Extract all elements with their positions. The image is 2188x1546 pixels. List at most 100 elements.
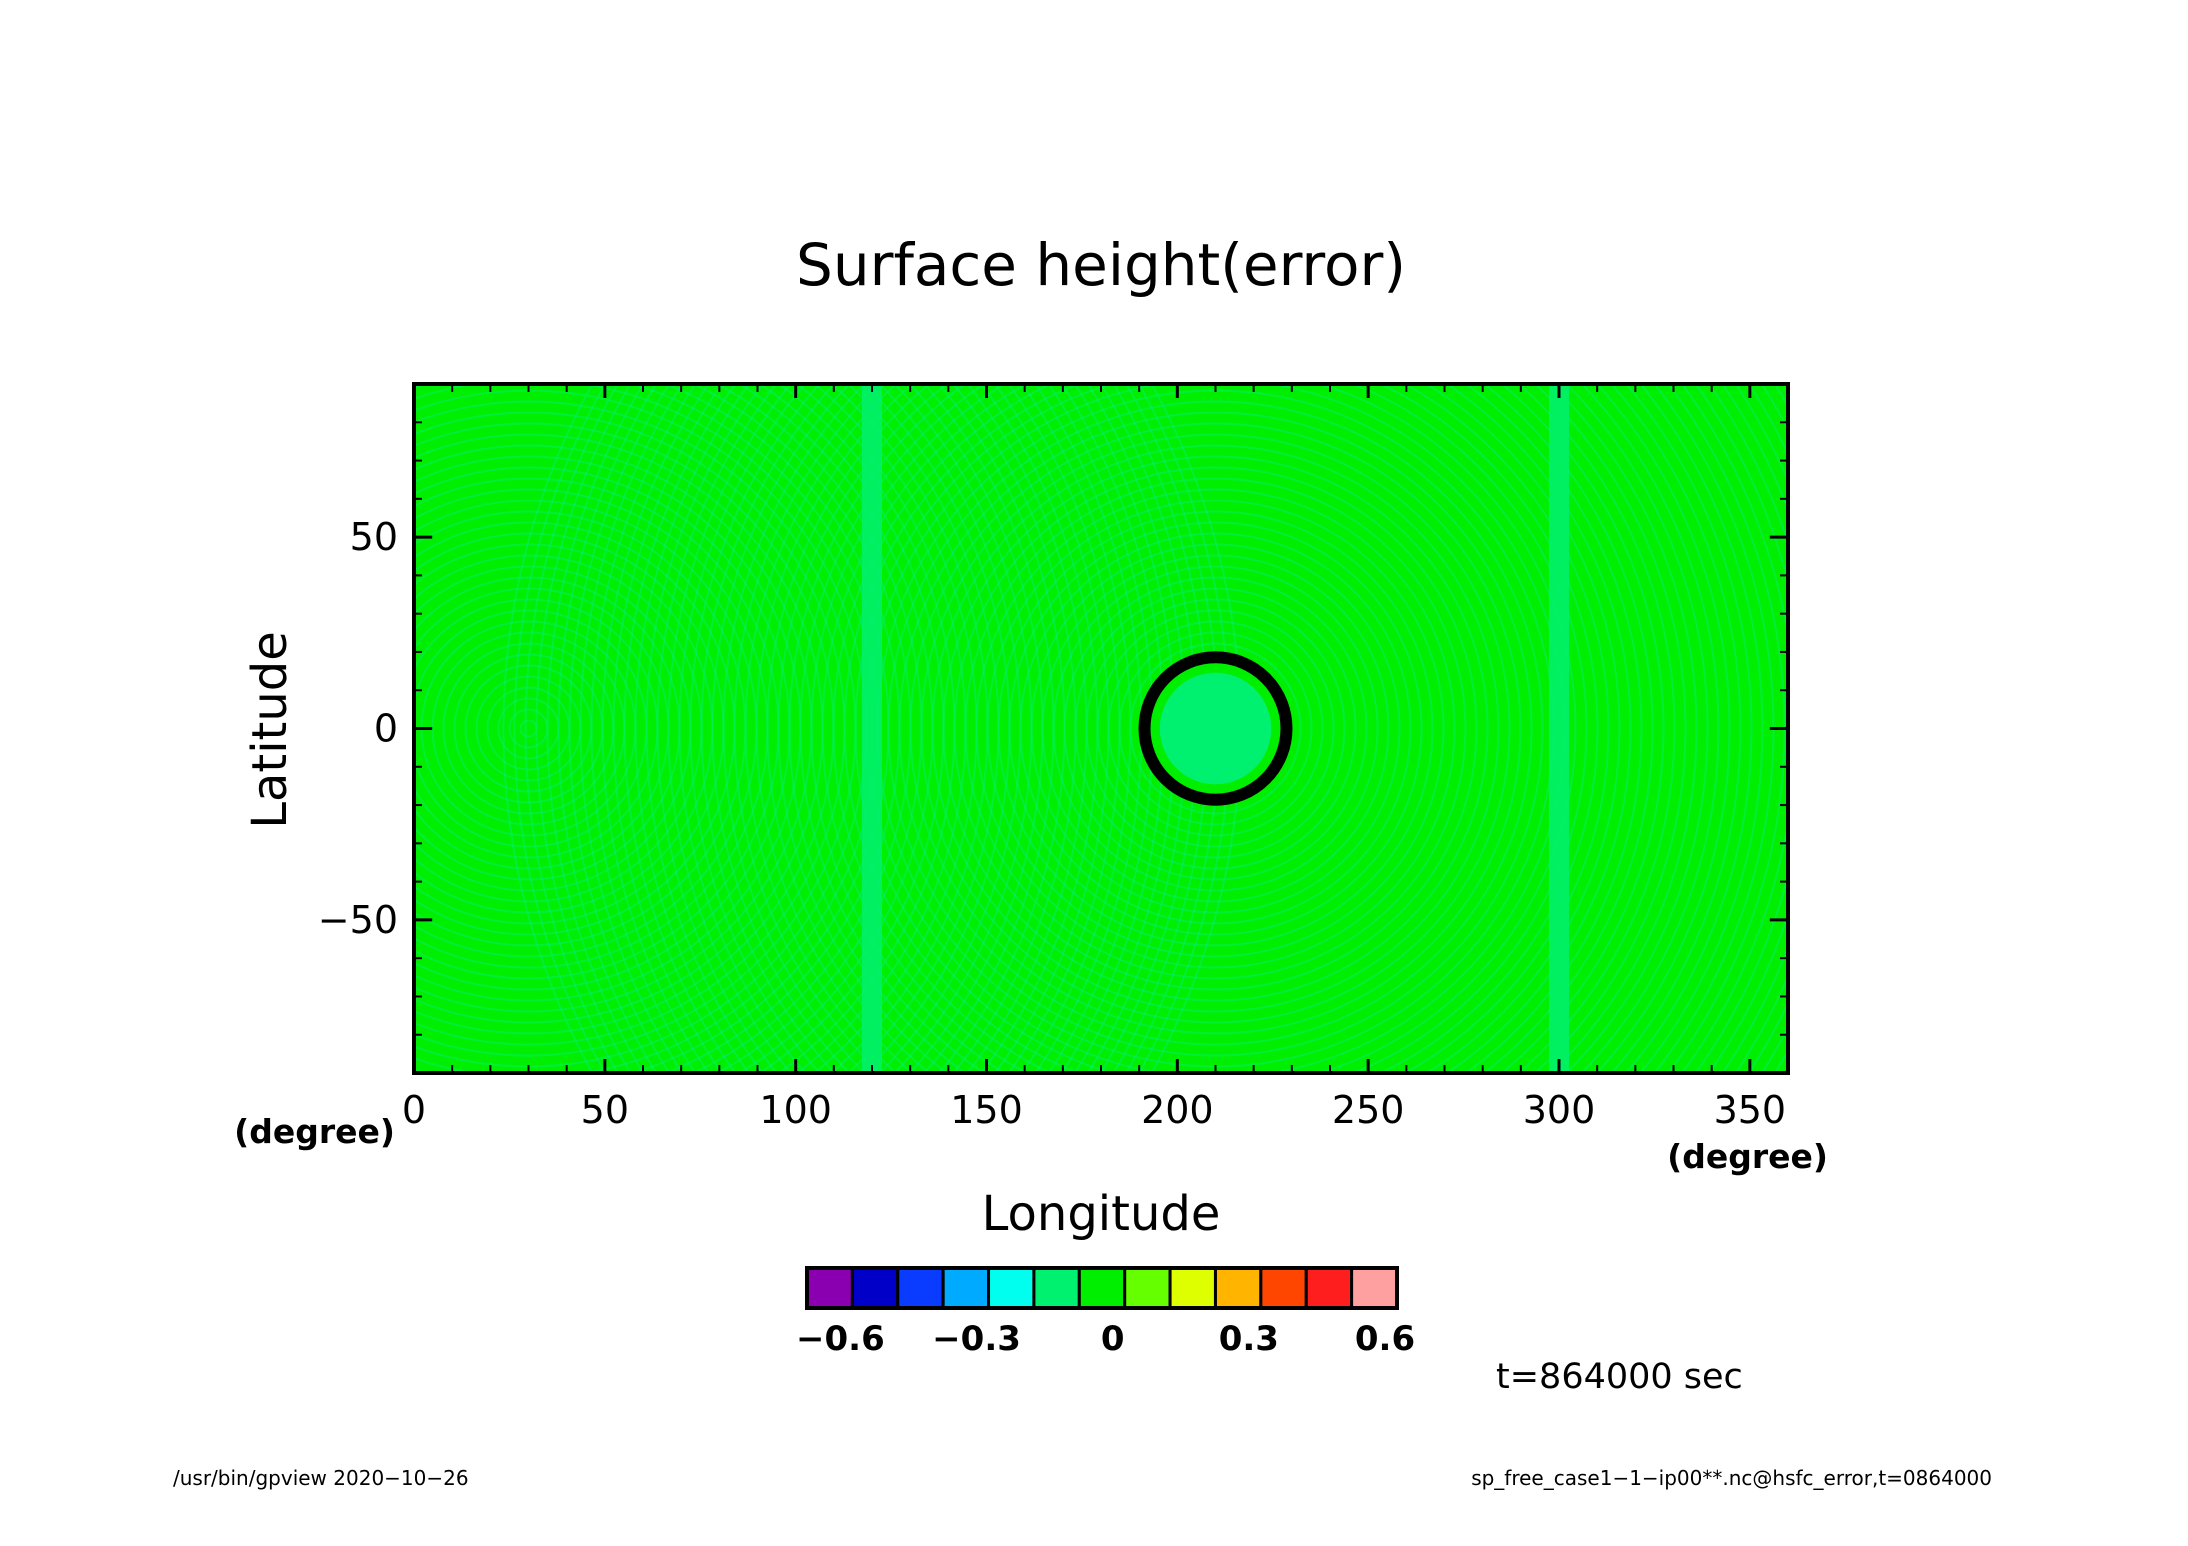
field-contour (862, 384, 1011, 1073)
field-contour (799, 384, 1632, 1073)
plot-frame-group (412, 382, 1790, 1075)
axis-ticks (412, 383, 1789, 1074)
colorbar-swatch (1077, 1266, 1127, 1310)
circle-inner (1159, 672, 1272, 785)
x-tick-label: 250 (1332, 1088, 1405, 1132)
field-contour (1118, 631, 1313, 826)
field-contour (486, 686, 571, 771)
time-label: t=864000 sec (1496, 1357, 1743, 1397)
field-contour (744, 384, 1687, 1073)
field-contour (414, 400, 857, 1057)
field-contour (414, 576, 681, 881)
field-contour (810, 384, 1621, 1073)
colorbar-swatch (1350, 1266, 1399, 1310)
colorbar-swatch (1213, 1266, 1263, 1310)
field-contour (546, 384, 1788, 1073)
field-contour (1052, 565, 1379, 892)
x-axis-label: Longitude (982, 1186, 1221, 1242)
field-contour (579, 384, 1788, 1073)
field-contour (909, 422, 1522, 1035)
field-contour (986, 499, 1445, 958)
field-contour (414, 422, 835, 1035)
colorbar-swatch (1168, 1266, 1217, 1310)
field-contour (1063, 576, 1368, 881)
field-contour (993, 384, 1110, 1073)
field-contour (535, 384, 632, 1073)
field-contour (524, 384, 620, 1073)
field-contour (513, 384, 607, 1073)
field-contour (795, 384, 967, 1073)
field-contour (1007, 384, 1121, 1073)
colorbar-swatch (987, 1266, 1036, 1310)
field-contour (414, 411, 846, 1046)
field-contour (414, 565, 692, 892)
field-contour (414, 433, 824, 1024)
field-contour (453, 653, 604, 804)
field-contour (414, 598, 659, 859)
field-contour (937, 384, 1066, 1073)
colorbar-swatch (896, 1266, 945, 1310)
field-contour (1129, 642, 1302, 815)
field-contour (1085, 598, 1346, 859)
colorbar-swatch (1123, 1266, 1172, 1310)
field-contour (1008, 521, 1423, 936)
field-contour (667, 384, 1764, 1073)
field-contour (766, 384, 1665, 1073)
x-tick-labels: 0 50 100 150 200 250 300 350 (402, 1088, 1786, 1132)
field-contour (678, 384, 1753, 1073)
field-contour (1074, 587, 1357, 870)
field-contour (975, 488, 1456, 969)
chart-title: Surface height(error) (796, 231, 1406, 299)
field-contour (568, 384, 1788, 1073)
field-contour (722, 384, 1709, 1073)
y-axis-unit: (degree) (234, 1112, 395, 1151)
x-axis-unit: (degree) (1667, 1137, 1828, 1176)
field-contour (414, 477, 780, 980)
field-contour (737, 384, 934, 1073)
x-tick-label: 0 (402, 1088, 426, 1132)
field-contour (442, 642, 615, 815)
field-contour (414, 543, 714, 914)
field-contour (700, 384, 1731, 1073)
y-tick-label: 0 (374, 707, 398, 751)
field-contour (1020, 384, 1132, 1073)
field-contour (1096, 609, 1335, 848)
y-axis-label: Latitude (242, 631, 298, 829)
field-contour (414, 609, 648, 848)
field-contour (777, 384, 1654, 1073)
field-contour (414, 510, 747, 947)
field-contour (414, 554, 703, 903)
field-contour (414, 384, 890, 1073)
x-tick-label: 50 (581, 1088, 629, 1132)
colorbar-tick-label: 0.3 (1219, 1319, 1279, 1359)
field-contour (843, 384, 1588, 1073)
colorbar-swatch (1304, 1266, 1354, 1310)
field-contour (931, 444, 1500, 1013)
colorbar-tick-labels: −0.6 −0.3 0 0.3 0.6 (796, 1319, 1415, 1359)
field-contour (997, 510, 1434, 947)
colorbar-frame (805, 1266, 1399, 1310)
field-contour (893, 384, 1033, 1073)
colorbar (805, 1266, 1399, 1310)
colorbar-swatch (1032, 1266, 1081, 1310)
colorbar-tick-label: −0.3 (932, 1319, 1021, 1359)
colorbar-tick-label: −0.6 (796, 1319, 885, 1359)
field-contour (846, 384, 1000, 1073)
field-contour (634, 384, 1788, 1073)
field-contour (812, 384, 978, 1073)
field-contour (898, 411, 1533, 1046)
field-contour (832, 384, 1599, 1073)
field-contour (475, 675, 582, 782)
x-tick-label: 100 (759, 1088, 832, 1132)
field-contour (1019, 532, 1412, 925)
colorbar-swatch (850, 1266, 900, 1310)
field-contour (821, 384, 1610, 1073)
x-tick-label: 300 (1523, 1088, 1596, 1132)
field-contour (733, 384, 1698, 1073)
field-contour (777, 384, 956, 1073)
x-tick-label: 200 (1141, 1088, 1214, 1132)
field-contour (414, 499, 758, 958)
field-contour (497, 697, 560, 760)
field-contour (1041, 554, 1390, 903)
field-contour (508, 708, 549, 749)
